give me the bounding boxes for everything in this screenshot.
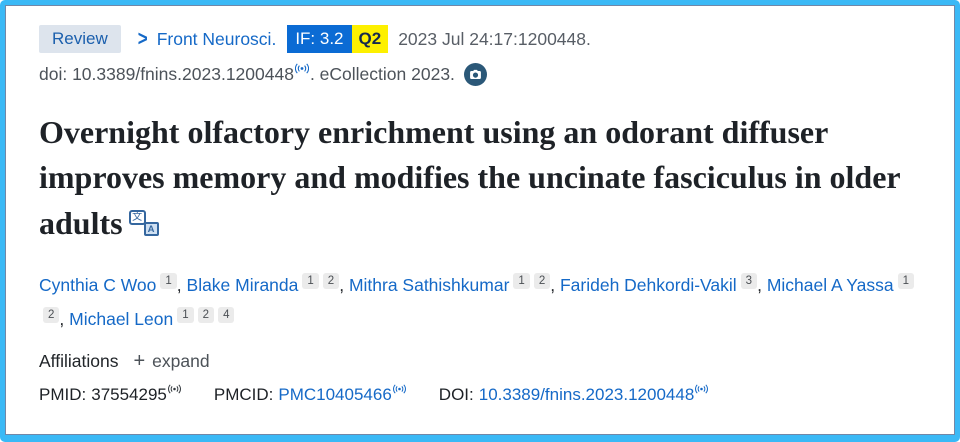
quartile-badge[interactable]: Q2 bbox=[351, 25, 389, 53]
affiliation-number[interactable]: 2 bbox=[197, 306, 215, 324]
affiliation-number[interactable]: 4 bbox=[218, 306, 235, 324]
impact-factor-badge[interactable]: IF: 3.2 bbox=[287, 25, 352, 53]
author-separator: , bbox=[59, 308, 70, 329]
affiliation-number[interactable]: 1 bbox=[513, 272, 530, 290]
pmcid-label: PMCID: bbox=[213, 385, 274, 404]
author-link[interactable]: Farideh Dehkordi-Vakil bbox=[559, 274, 737, 295]
author-separator: , bbox=[339, 274, 349, 295]
doi-group: DOI: 10.3389/fnins.2023.1200448 bbox=[438, 384, 709, 405]
pmcid-link[interactable]: PMC10405466 bbox=[278, 385, 392, 404]
article-title: Overnight olfactory enrichment using an … bbox=[39, 110, 919, 246]
author-link[interactable]: Cynthia C Woo bbox=[39, 274, 157, 295]
ecollection-text: . eCollection 2023. bbox=[309, 64, 455, 84]
affiliations-row: Affiliations + expand bbox=[39, 351, 921, 372]
chevron-right-icon: > bbox=[137, 26, 148, 51]
broadcast-icon[interactable] bbox=[294, 63, 309, 74]
author-list: Cynthia C Woo 1, Blake Miranda 1 2, Mithra … bbox=[39, 268, 921, 336]
broadcast-icon[interactable] bbox=[695, 384, 709, 394]
doi-row: doi: 10.3389/fnins.2023.1200448 . eCollec… bbox=[39, 63, 921, 86]
plus-icon: + bbox=[133, 349, 146, 372]
doi-label: DOI: bbox=[438, 385, 474, 404]
expand-affiliations-button[interactable]: + expand bbox=[133, 351, 209, 372]
affiliation-number[interactable]: 1 bbox=[177, 306, 194, 324]
author-separator: , bbox=[176, 274, 187, 295]
camera-icon[interactable] bbox=[463, 63, 487, 86]
broadcast-icon[interactable] bbox=[167, 384, 181, 394]
pmid-group: PMID: 37554295 bbox=[39, 384, 182, 405]
pmcid-group: PMCID: PMC10405466 bbox=[213, 384, 407, 405]
doi-link[interactable]: 10.3389/fnins.2023.1200448 bbox=[478, 385, 695, 404]
article-title-text: Overnight olfactory enrichment using an … bbox=[39, 114, 901, 241]
author-separator: , bbox=[757, 274, 767, 295]
publication-type-badge: Review bbox=[39, 25, 121, 53]
author-link[interactable]: Mithra Sathishkumar bbox=[348, 274, 510, 295]
affiliation-number[interactable]: 3 bbox=[740, 272, 758, 290]
broadcast-icon[interactable] bbox=[392, 384, 406, 394]
author-link[interactable]: Michael Leon bbox=[69, 308, 174, 329]
author-separator: , bbox=[550, 274, 560, 295]
identifiers-row: PMID: 37554295 PMCID: PMC10405466 DOI: 1… bbox=[39, 384, 921, 405]
affiliation-number[interactable]: 1 bbox=[160, 272, 177, 290]
pmid-label: PMID: bbox=[39, 385, 87, 404]
expand-label: expand bbox=[152, 351, 210, 371]
affiliation-number[interactable]: 2 bbox=[43, 306, 60, 324]
affiliation-number[interactable]: 1 bbox=[897, 272, 915, 290]
affiliations-label: Affiliations bbox=[39, 351, 119, 371]
author-link[interactable]: Michael A Yassa bbox=[766, 274, 894, 295]
journal-link[interactable]: Front Neurosci. bbox=[156, 28, 277, 49]
pmid-value: 37554295 bbox=[91, 385, 167, 404]
citation-date: 2023 Jul 24:17:1200448. bbox=[398, 28, 591, 49]
affiliation-number[interactable]: 1 bbox=[302, 272, 319, 290]
affiliation-number[interactable]: 2 bbox=[322, 272, 340, 290]
doi-text: doi: 10.3389/fnins.2023.1200448 bbox=[39, 64, 294, 84]
author-link[interactable]: Blake Miranda bbox=[186, 274, 299, 295]
affiliation-number[interactable]: 2 bbox=[533, 272, 551, 290]
citation-banner: Review > Front Neurosci. IF: 3.2 Q2 2023… bbox=[39, 25, 921, 53]
